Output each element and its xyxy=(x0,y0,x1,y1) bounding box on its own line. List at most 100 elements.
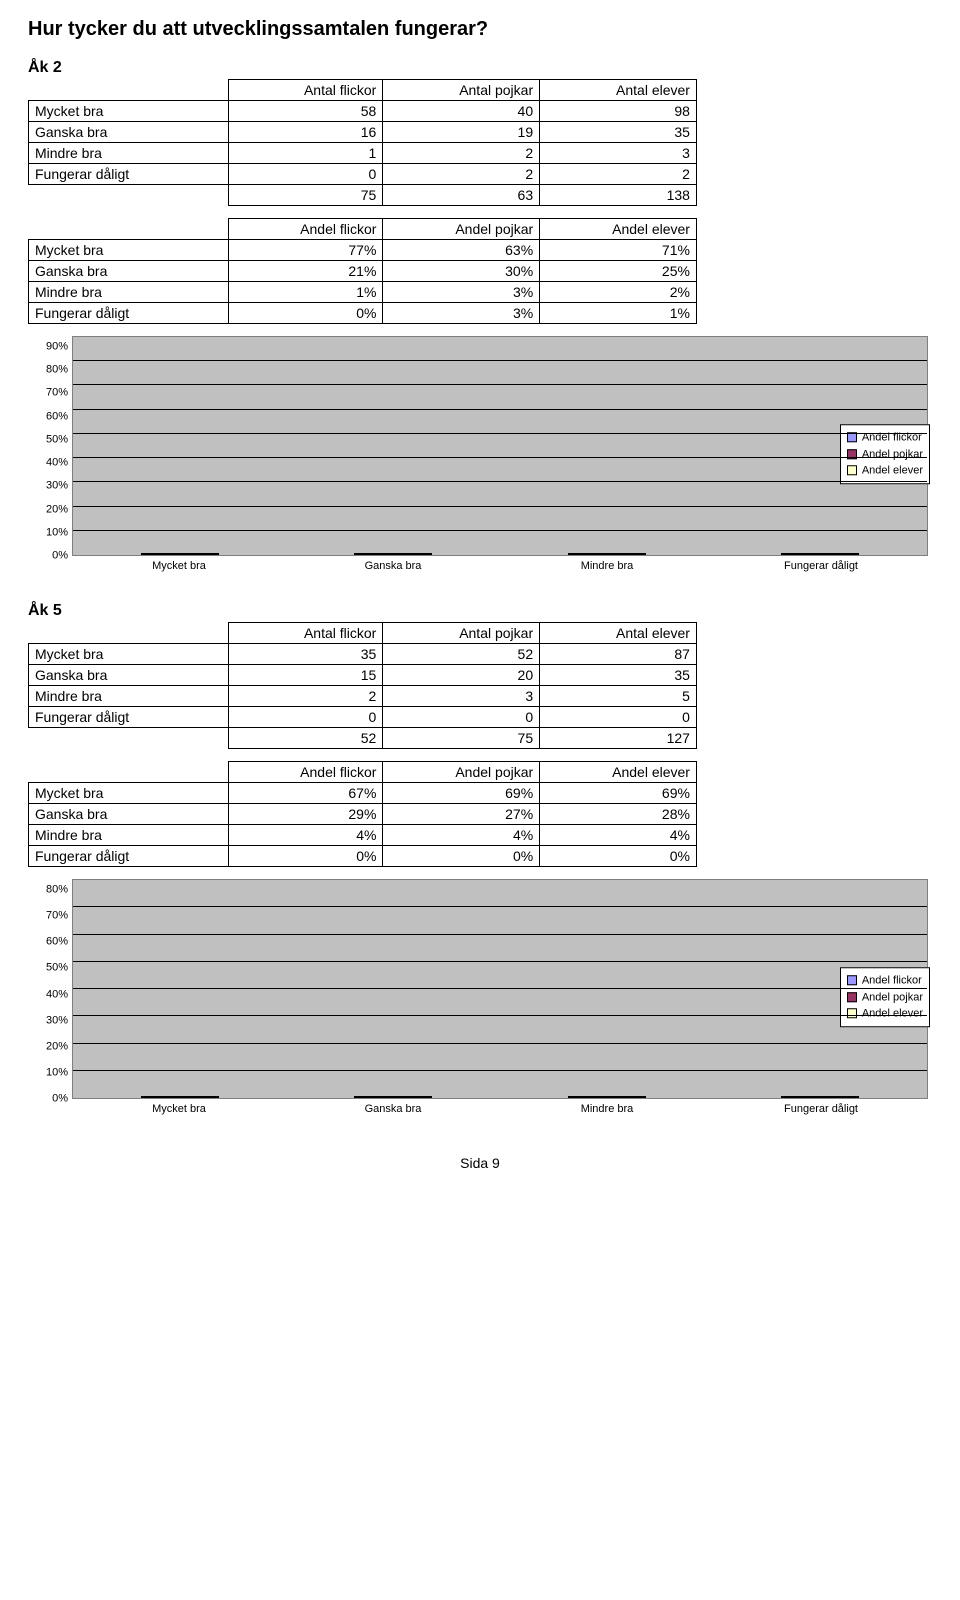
table-row: Mycket bra 67% 69% 69% xyxy=(29,783,697,804)
table-row: Ganska bra 16 19 35 xyxy=(29,122,697,143)
table-row: Fungerar dåligt 0% 0% 0% xyxy=(29,846,697,867)
x-tick-label: Ganska bra xyxy=(286,1103,500,1115)
section-label-ak2: Åk 2 xyxy=(28,59,932,77)
table-row: Mycket bra 58 40 98 xyxy=(29,101,697,122)
row-label: Ganska bra xyxy=(29,665,229,686)
cell: 1 xyxy=(229,143,383,164)
bar xyxy=(354,553,380,555)
col-header: Andel pojkar xyxy=(383,219,540,240)
x-tick-label: Mindre bra xyxy=(500,1103,714,1115)
cell: 0% xyxy=(229,846,383,867)
chart-plot-area xyxy=(72,879,928,1099)
cell: 27% xyxy=(383,804,540,825)
cell: 0 xyxy=(229,164,383,185)
share-table-ak5: Andel flickor Andel pojkar Andel elever … xyxy=(28,761,697,867)
cell: 0% xyxy=(540,846,697,867)
cell: 2% xyxy=(540,282,697,303)
cell: 35 xyxy=(229,644,383,665)
bar xyxy=(380,553,406,555)
row-label: Mindre bra xyxy=(29,686,229,707)
table-row: Ganska bra 15 20 35 xyxy=(29,665,697,686)
col-header: Andel elever xyxy=(540,762,697,783)
bar xyxy=(406,1096,432,1098)
col-header: Andel flickor xyxy=(229,762,383,783)
y-tick-label: 30% xyxy=(46,481,68,492)
bar xyxy=(781,553,807,555)
section-label-ak5: Åk 5 xyxy=(28,602,932,620)
cell: 5 xyxy=(540,686,697,707)
cell: 2 xyxy=(229,686,383,707)
y-tick-label: 60% xyxy=(46,937,68,948)
bar-group xyxy=(714,1096,928,1098)
cell: 25% xyxy=(540,261,697,282)
bar-chart-ak5: 80%70%60%50%40%30%20%10%0%Mycket braGans… xyxy=(28,879,928,1115)
row-label: Mindre bra xyxy=(29,282,229,303)
cell: 3 xyxy=(540,143,697,164)
count-table-ak2: Antal flickor Antal pojkar Antal elever … xyxy=(28,79,697,206)
cell: 69% xyxy=(383,783,540,804)
bar-group xyxy=(287,1096,501,1098)
cell: 3% xyxy=(383,303,540,324)
row-label: Mycket bra xyxy=(29,240,229,261)
count-table-ak5: Antal flickor Antal pojkar Antal elever … xyxy=(28,622,697,749)
y-tick-label: 30% xyxy=(46,1015,68,1026)
col-header: Antal flickor xyxy=(229,623,383,644)
bar xyxy=(193,1096,219,1098)
y-tick-label: 70% xyxy=(46,911,68,922)
bar xyxy=(807,553,833,555)
y-tick-label: 20% xyxy=(46,504,68,515)
cell: 40 xyxy=(383,101,540,122)
bar xyxy=(807,1096,833,1098)
bar xyxy=(620,553,646,555)
row-label: Fungerar dåligt xyxy=(29,303,229,324)
bar xyxy=(354,1096,380,1098)
y-tick-label: 50% xyxy=(46,434,68,445)
cell: 2 xyxy=(383,164,540,185)
cell: 30% xyxy=(383,261,540,282)
bar xyxy=(620,1096,646,1098)
bar-group xyxy=(500,553,714,555)
row-label: Mindre bra xyxy=(29,143,229,164)
col-header: Antal pojkar xyxy=(383,80,540,101)
col-header: Antal flickor xyxy=(229,80,383,101)
table-row: Fungerar dåligt 0 2 2 xyxy=(29,164,697,185)
cell: 77% xyxy=(229,240,383,261)
table-row: Mindre bra 1 2 3 xyxy=(29,143,697,164)
bar xyxy=(568,553,594,555)
y-tick-label: 10% xyxy=(46,1067,68,1078)
cell: 4% xyxy=(383,825,540,846)
chart-x-axis: Mycket braGanska braMindre braFungerar d… xyxy=(72,1099,928,1115)
row-label: Ganska bra xyxy=(29,804,229,825)
bar xyxy=(141,553,167,555)
y-tick-label: 60% xyxy=(46,411,68,422)
table-header-row: Andel flickor Andel pojkar Andel elever xyxy=(29,219,697,240)
bar xyxy=(193,553,219,555)
row-label: Ganska bra xyxy=(29,122,229,143)
x-tick-label: Fungerar dåligt xyxy=(714,1103,928,1115)
total-cell: 138 xyxy=(540,185,697,206)
col-header: Andel flickor xyxy=(229,219,383,240)
row-label: Fungerar dåligt xyxy=(29,846,229,867)
cell: 28% xyxy=(540,804,697,825)
total-cell: 75 xyxy=(229,185,383,206)
row-label: Ganska bra xyxy=(29,261,229,282)
row-label: Mycket bra xyxy=(29,783,229,804)
cell: 87 xyxy=(540,644,697,665)
table-header-row: Antal flickor Antal pojkar Antal elever xyxy=(29,623,697,644)
bar-group xyxy=(73,553,287,555)
cell: 4% xyxy=(540,825,697,846)
cell: 98 xyxy=(540,101,697,122)
cell: 0% xyxy=(229,303,383,324)
table-row: Mycket bra 35 52 87 xyxy=(29,644,697,665)
cell: 4% xyxy=(229,825,383,846)
cell: 1% xyxy=(540,303,697,324)
row-label: Fungerar dåligt xyxy=(29,164,229,185)
cell: 19 xyxy=(383,122,540,143)
bar xyxy=(406,553,432,555)
cell: 3 xyxy=(383,686,540,707)
cell: 29% xyxy=(229,804,383,825)
y-tick-label: 40% xyxy=(46,458,68,469)
cell: 58 xyxy=(229,101,383,122)
totals-row: 75 63 138 xyxy=(29,185,697,206)
bar xyxy=(167,553,193,555)
